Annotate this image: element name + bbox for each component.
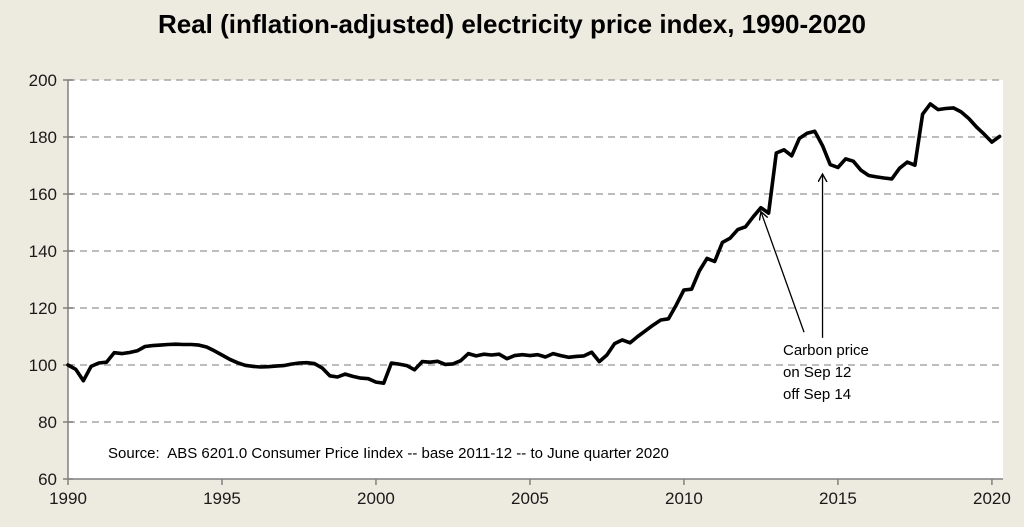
- annotation-arrow-1: [761, 212, 805, 333]
- x-tick-label-2010: 2010: [665, 489, 703, 508]
- x-tick-label-2005: 2005: [511, 489, 549, 508]
- x-tick-label-2015: 2015: [819, 489, 857, 508]
- y-tick-label-80: 80: [38, 413, 57, 432]
- y-tick-label-100: 100: [29, 356, 57, 375]
- annotation-line-3: off Sep 14: [783, 386, 852, 403]
- y-tick-label-60: 60: [38, 470, 57, 489]
- y-tick-label-180: 180: [29, 128, 57, 147]
- x-tick-label-2020: 2020: [973, 489, 1011, 508]
- x-tick-label-1990: 1990: [49, 489, 87, 508]
- x-tick-label-2000: 2000: [357, 489, 395, 508]
- annotation-line-2: on Sep 12: [783, 364, 852, 381]
- chart-title: Real (inflation-adjusted) electricity pr…: [157, 9, 867, 39]
- y-tick-label-160: 160: [29, 185, 57, 204]
- source-note: Source: ABS 6201.0 Consumer Price Iindex…: [108, 445, 669, 462]
- carbon-price-annotation: Carbon price on Sep 12 off Sep 14: [783, 340, 869, 406]
- plot-area: [68, 80, 1003, 479]
- price-index-series-line: [66, 102, 1002, 386]
- x-tick-label-1995: 1995: [203, 489, 241, 508]
- annotation-line-1: Carbon price: [783, 342, 869, 359]
- y-tick-label-120: 120: [29, 299, 57, 318]
- y-tick-label-200: 200: [29, 71, 57, 90]
- y-tick-label-140: 140: [29, 242, 57, 261]
